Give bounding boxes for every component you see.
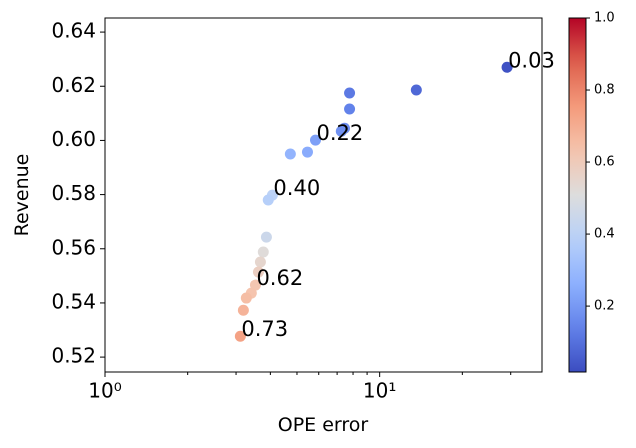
y-tick-label: 0.62 (51, 73, 96, 97)
y-tick-label: 0.64 (51, 19, 96, 43)
point (260, 231, 272, 243)
point (252, 266, 264, 278)
y-tick-label: 0.52 (51, 344, 96, 368)
colorbar-tick-label: 1.0 (594, 11, 615, 26)
x-tick-label: 10⁰ (88, 379, 121, 403)
annotation: 0.62 (256, 266, 303, 290)
annotation: 0.40 (273, 176, 320, 200)
point (240, 292, 252, 304)
point (234, 330, 246, 342)
colorbar-tick-label: 0.6 (594, 155, 615, 170)
annotation: 0.73 (241, 317, 288, 341)
point (335, 125, 347, 137)
point (284, 148, 296, 160)
point (501, 61, 513, 73)
colorbar-tick-label: 0.2 (594, 299, 615, 314)
point (257, 246, 269, 258)
point (249, 279, 261, 291)
x-tick-label: 10¹ (363, 379, 396, 403)
y-tick-label: 0.58 (51, 181, 96, 205)
annotation: 0.03 (508, 48, 555, 72)
point (344, 103, 356, 115)
point (310, 134, 322, 146)
x-axis-label: OPE error (278, 414, 369, 436)
y-tick-label: 0.60 (51, 127, 96, 151)
point (237, 304, 249, 316)
colorbar-tick-label: 0.4 (594, 227, 615, 242)
plot-frame (104, 17, 543, 373)
point (410, 84, 422, 96)
y-tick-label: 0.54 (51, 289, 96, 313)
point (344, 87, 356, 99)
point (254, 256, 266, 268)
annotation: 0.22 (317, 121, 364, 145)
colorbar-tick-label: 0.8 (594, 83, 615, 98)
point (301, 146, 313, 158)
y-tick-label: 0.56 (51, 235, 96, 259)
point (262, 194, 274, 206)
colorbar (568, 17, 587, 373)
y-axis-label: Revenue (11, 154, 33, 237)
